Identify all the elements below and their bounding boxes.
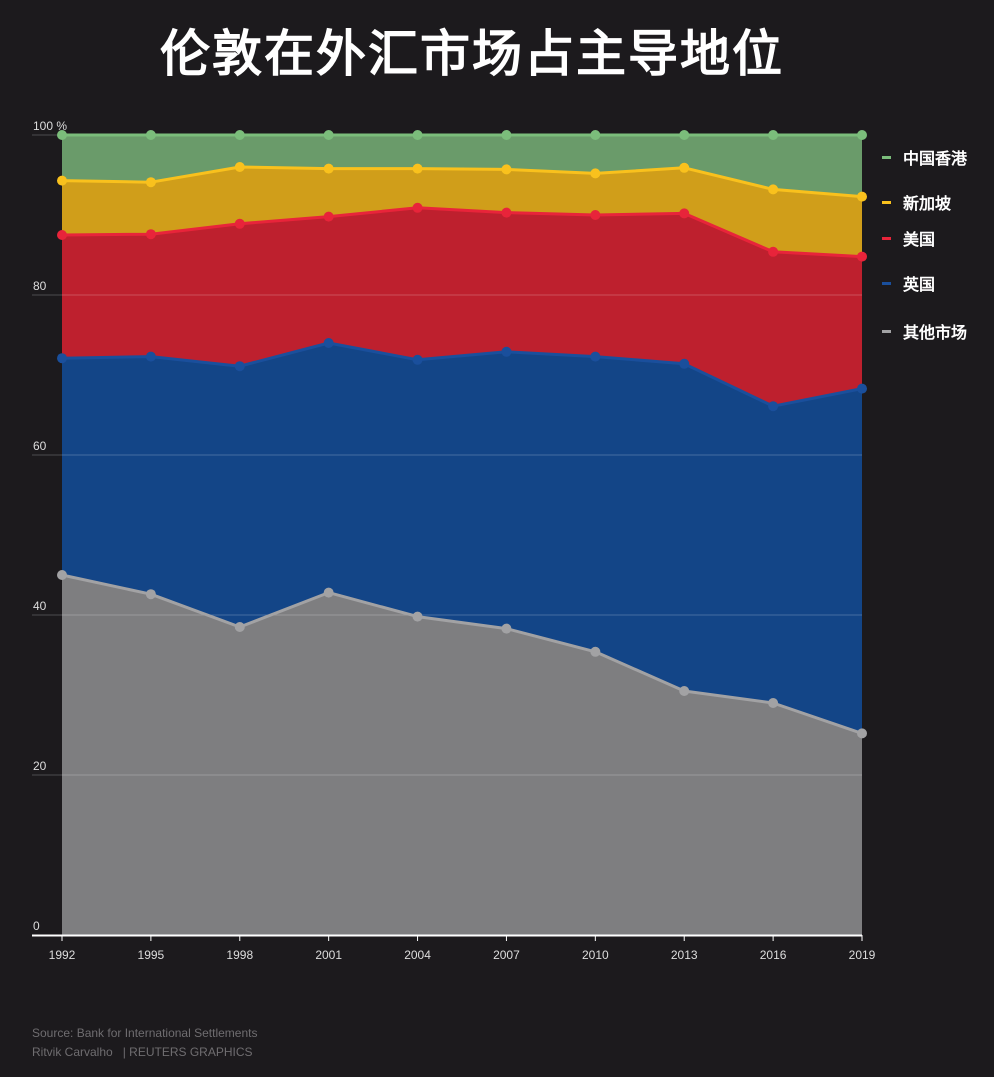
- data-point-3-6: [590, 168, 601, 179]
- data-point-1-2: [234, 361, 245, 372]
- y-tick-label-2: 40: [33, 599, 47, 613]
- data-point-4-9: [857, 130, 867, 140]
- data-point-1-6: [590, 351, 601, 362]
- data-point-0-2: [234, 622, 245, 632]
- data-point-4-8: [768, 130, 779, 140]
- footer: Source: Bank for International Settlemen…: [32, 1024, 257, 1062]
- data-point-1-3: [323, 338, 334, 348]
- data-point-3-2: [234, 162, 245, 172]
- data-point-2-4: [412, 202, 423, 213]
- x-tick-label-0: 1992: [49, 948, 76, 962]
- legend-label: 美国: [903, 230, 936, 249]
- y-tick-label-5: 100 %: [33, 119, 67, 133]
- data-point-2-3: [323, 211, 334, 222]
- data-point-3-5: [501, 164, 512, 175]
- data-point-0-0: [57, 570, 67, 580]
- data-point-4-2: [234, 130, 245, 140]
- data-point-0-5: [501, 623, 512, 634]
- data-point-0-7: [679, 686, 690, 696]
- data-point-0-6: [590, 646, 601, 657]
- data-point-3-7: [679, 162, 690, 173]
- x-tick-label-8: 2016: [760, 948, 787, 962]
- data-point-2-2: [234, 218, 245, 229]
- data-point-2-8: [768, 246, 779, 257]
- publisher-credit: | REUTERS GRAPHICS: [122, 1045, 253, 1059]
- x-tick-label-9: 2019: [849, 948, 876, 962]
- area-series-1: [62, 343, 862, 734]
- data-point-2-7: [679, 208, 690, 219]
- data-point-3-8: [768, 184, 779, 195]
- data-point-2-5: [501, 207, 512, 218]
- legend-swatch: [882, 236, 891, 240]
- data-point-4-4: [412, 130, 423, 140]
- data-point-0-4: [412, 611, 423, 622]
- x-tick-label-7: 2013: [671, 948, 698, 962]
- legend-item: 英国: [882, 272, 992, 294]
- legend-item: 其他市场: [882, 320, 992, 342]
- data-point-2-1: [145, 229, 156, 240]
- x-tick-label-4: 2004: [404, 948, 431, 962]
- data-point-2-6: [590, 210, 601, 220]
- legend-swatch: [882, 329, 891, 333]
- legend-swatch: [882, 281, 891, 285]
- legend-swatch: [882, 200, 891, 204]
- legend-swatch: [882, 155, 891, 159]
- data-point-2-0: [57, 230, 67, 240]
- area-series-4: [62, 135, 862, 197]
- data-point-1-8: [768, 401, 779, 412]
- x-tick-label-3: 2001: [315, 948, 342, 962]
- data-point-1-9: [857, 383, 867, 394]
- area-series-0: [62, 575, 862, 935]
- series-line-0: [61, 573, 863, 735]
- data-point-3-3: [323, 163, 334, 174]
- author-credit: Ritvik Carvalho: [32, 1045, 113, 1059]
- data-point-0-8: [768, 698, 779, 708]
- y-tick-label-4: 80: [33, 279, 47, 293]
- x-tick-label-1: 1995: [138, 948, 165, 962]
- stacked-area-chart: 0 20 40 60 80 100 % 1992 1995 1998 2001 2004 2007 20…: [32, 119, 876, 962]
- data-point-3-1: [145, 177, 156, 188]
- series-line-1: [61, 341, 863, 408]
- legend-label: 中国香港: [903, 149, 968, 168]
- source-note: Source: Bank for International Settlemen…: [32, 1026, 258, 1040]
- data-point-0-3: [323, 587, 334, 598]
- data-point-4-7: [679, 130, 690, 140]
- data-point-4-0: [57, 130, 67, 140]
- data-point-4-6: [590, 130, 601, 140]
- data-point-4-1: [145, 130, 156, 140]
- legend-item: 美国: [882, 227, 992, 249]
- data-point-1-5: [501, 346, 512, 357]
- data-point-3-0: [57, 175, 67, 186]
- legend-label: 英国: [903, 275, 936, 294]
- data-point-3-9: [857, 191, 867, 202]
- legend-label: 新加坡: [903, 194, 952, 213]
- data-point-0-9: [857, 728, 867, 739]
- legend-item: 新加坡: [882, 191, 992, 213]
- data-point-1-1: [145, 351, 156, 362]
- legend-item: 中国香港: [882, 146, 992, 168]
- series-line-2: [61, 206, 863, 259]
- x-tick-label-2: 1998: [226, 948, 253, 962]
- x-tick-label-5: 2007: [493, 948, 520, 962]
- legend-label: 其他市场: [903, 323, 968, 342]
- data-point-0-1: [145, 589, 156, 600]
- series-line-3: [61, 165, 863, 199]
- y-tick-label-3: 60: [33, 439, 47, 453]
- area-series-2: [62, 207, 862, 407]
- data-point-3-4: [412, 163, 423, 174]
- area-series-3: [62, 167, 862, 257]
- data-point-1-7: [679, 358, 690, 369]
- data-point-1-4: [412, 354, 423, 365]
- data-point-2-9: [857, 251, 867, 262]
- data-point-4-5: [501, 130, 512, 140]
- data-point-1-0: [57, 353, 67, 364]
- chart-title: 伦敦在外汇市场占主导地位: [160, 24, 784, 83]
- y-tick-label-0: 0: [33, 919, 40, 933]
- y-tick-label-1: 20: [33, 759, 47, 773]
- x-tick-label-6: 2010: [582, 948, 609, 962]
- data-point-4-3: [323, 130, 334, 140]
